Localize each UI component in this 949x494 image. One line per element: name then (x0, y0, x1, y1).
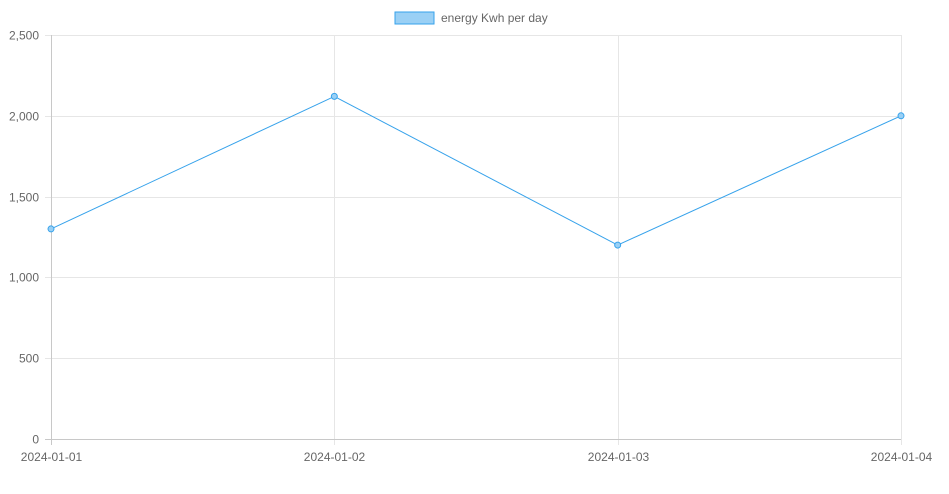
grid (45, 35, 902, 445)
y-tick-label: 1,000 (9, 271, 39, 285)
x-tick-label: 2024-01-02 (304, 450, 366, 464)
y-tick-label: 0 (32, 433, 39, 447)
y-axis-tick-labels: 0 500 1,000 1,500 2,000 2,500 (9, 29, 39, 447)
legend-swatch (394, 11, 435, 25)
y-tick-label: 2,000 (9, 110, 39, 124)
series-line (50, 95, 902, 246)
data-point[interactable] (330, 92, 338, 100)
x-tick-label: 2024-01-04 (871, 450, 933, 464)
legend[interactable]: energy Kwh per day (394, 11, 548, 25)
data-point[interactable] (614, 241, 622, 249)
x-tick-label: 2024-01-01 (21, 450, 83, 464)
x-tick-label: 2024-01-03 (588, 450, 650, 464)
axes (51, 35, 901, 440)
series-group (47, 92, 905, 249)
y-tick-label: 1,500 (9, 191, 39, 205)
x-axis-tick-labels: 2024-01-01 2024-01-02 2024-01-03 2024-01-04 (21, 450, 933, 464)
data-point[interactable] (47, 225, 55, 233)
legend-label: energy Kwh per day (441, 11, 548, 25)
data-point[interactable] (897, 112, 905, 120)
y-tick-label: 2,500 (9, 29, 39, 43)
y-tick-label: 500 (19, 352, 39, 366)
